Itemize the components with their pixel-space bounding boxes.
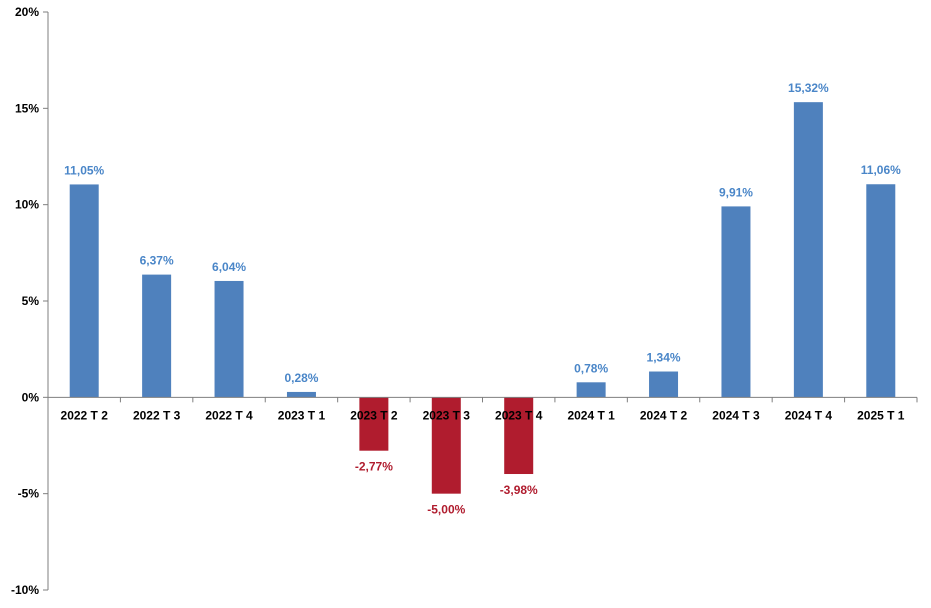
data-label: 6,37%	[140, 254, 174, 268]
bar	[576, 382, 606, 398]
bar	[793, 102, 823, 398]
x-axis: 2022 T 2 2022 T 3 2022 T 4 2023 T 1 2023 T 2…	[48, 396, 918, 422]
bar	[142, 274, 172, 398]
bar	[69, 184, 99, 398]
bar	[431, 397, 461, 494]
bar	[866, 184, 896, 398]
x-tick-label: 2023 T 3	[423, 408, 471, 422]
bar	[504, 397, 534, 475]
y-tick-label: -5%	[18, 487, 40, 501]
x-tick-label: 2023 T 2	[350, 408, 398, 422]
y-tick-label: -10%	[11, 583, 39, 597]
bars	[69, 102, 896, 494]
data-label: 1,34%	[647, 351, 681, 365]
y-axis: -10% -5% 0% 5% 10% 15% 20%	[11, 5, 49, 597]
data-label: 0,78%	[574, 361, 608, 375]
data-label: 0,28%	[284, 371, 318, 385]
bar	[214, 280, 244, 398]
data-label: 11,05%	[64, 163, 104, 177]
data-label: 15,32%	[788, 81, 829, 95]
bar	[359, 397, 389, 451]
y-tick-label: 15%	[15, 101, 39, 115]
data-label: -3,98%	[500, 483, 538, 497]
bar	[721, 206, 751, 398]
x-tick-label: 2022 T 3	[133, 408, 181, 422]
data-label: 11,06%	[861, 163, 901, 177]
y-tick-label: 5%	[22, 294, 40, 308]
y-tick-label: 20%	[15, 5, 39, 19]
data-label: 9,91%	[719, 185, 753, 199]
y-tick-label: 0%	[22, 390, 40, 404]
x-tick-label: 2022 T 4	[205, 408, 253, 422]
data-labels: 11,05% 6,37% 6,04% 0,28% -2,77% -5,00% -3,98% 0…	[64, 81, 901, 516]
y-tick-label: 10%	[15, 198, 39, 212]
bar	[649, 371, 679, 398]
bar	[286, 391, 316, 398]
x-tick-label: 2024 T 4	[785, 408, 833, 422]
x-tick-label: 2024 T 2	[640, 408, 688, 422]
data-label: -5,00%	[427, 503, 465, 517]
data-label: -2,77%	[355, 460, 393, 474]
x-tick-label: 2024 T 1	[567, 408, 615, 422]
x-tick-label: 2025 T 1	[857, 408, 905, 422]
data-label: 6,04%	[212, 260, 246, 274]
x-tick-label: 2023 T 1	[278, 408, 326, 422]
x-tick-label: 2023 T 4	[495, 408, 543, 422]
x-tick-label: 2022 T 2	[61, 408, 109, 422]
x-tick-label: 2024 T 3	[712, 408, 760, 422]
